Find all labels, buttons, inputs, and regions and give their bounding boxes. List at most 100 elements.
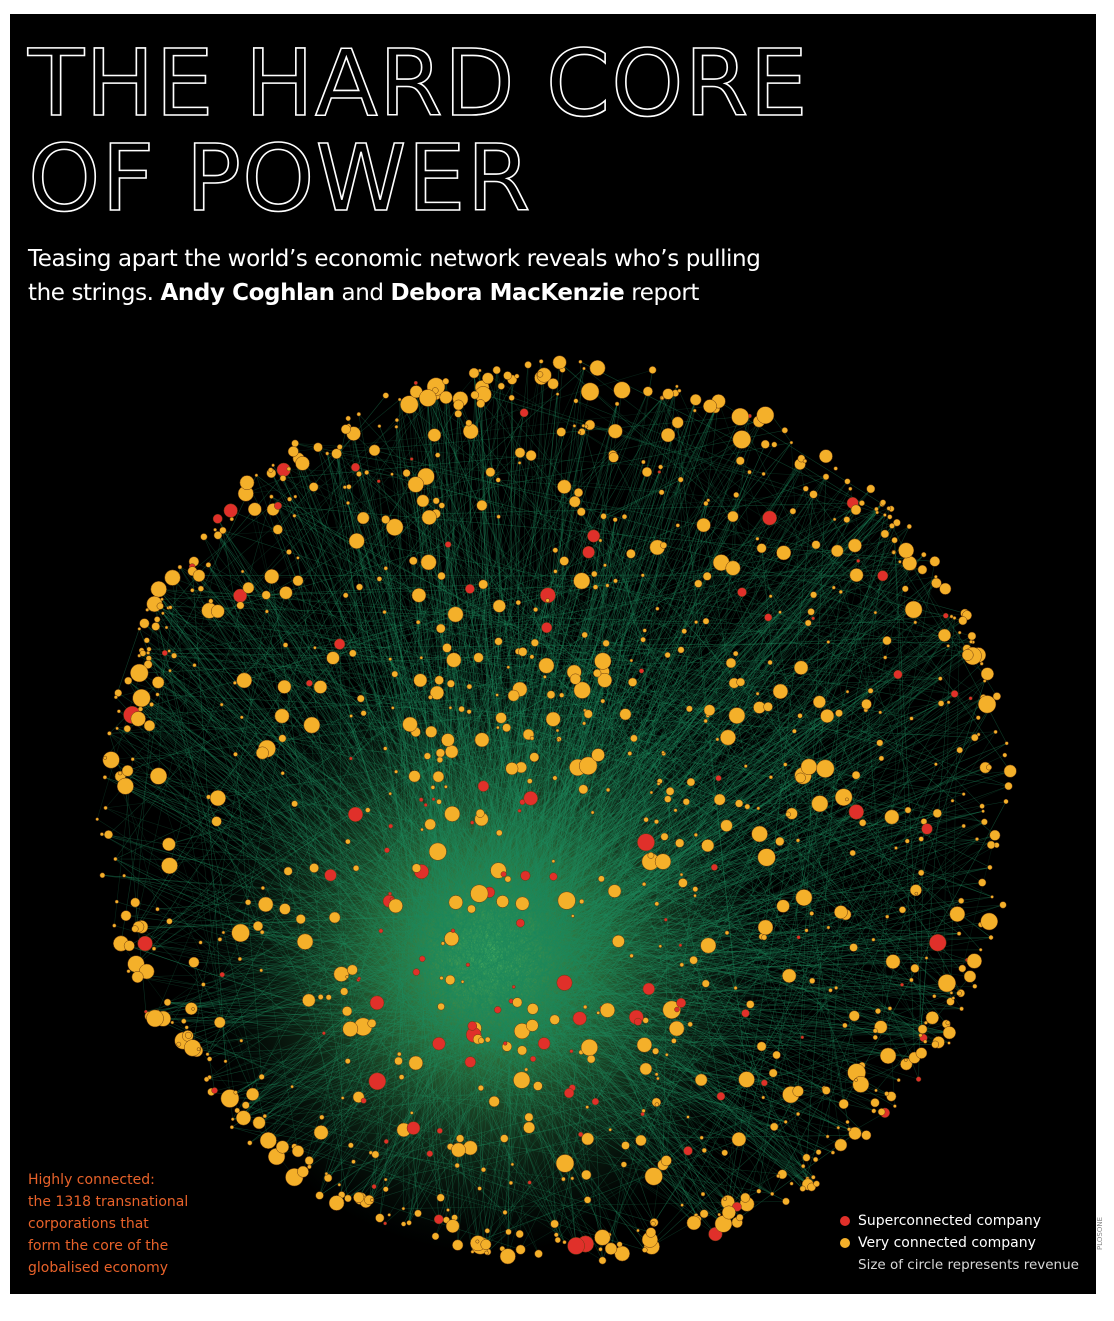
network-link <box>555 903 657 963</box>
very-connected-company-node <box>671 1038 677 1044</box>
network-link <box>235 969 448 1093</box>
superconnected-company-node <box>968 696 973 701</box>
network-link <box>172 595 420 1023</box>
network-link <box>191 770 1011 1009</box>
superconnected-company-node <box>334 638 346 650</box>
very-connected-company-node <box>116 777 134 795</box>
very-connected-company-node <box>952 616 957 620</box>
network-link <box>421 829 936 1045</box>
network-link <box>450 621 707 1147</box>
superconnected-company-node <box>762 510 777 526</box>
very-connected-company-node <box>515 1244 526 1255</box>
very-connected-company-node <box>781 427 788 434</box>
very-connected-company-node <box>772 1050 781 1060</box>
very-connected-company-node <box>123 725 131 733</box>
very-connected-company-node <box>442 643 452 653</box>
very-connected-company-node <box>591 748 605 762</box>
very-connected-company-node <box>502 723 511 733</box>
very-connected-company-node <box>484 1036 491 1043</box>
network-link <box>531 914 846 1018</box>
very-connected-company-node <box>555 728 560 733</box>
very-connected-company-node <box>675 838 685 848</box>
very-connected-company-node <box>364 1194 375 1206</box>
very-connected-company-node <box>323 1173 333 1183</box>
superconnected-company-node <box>371 1184 377 1190</box>
network-link <box>653 696 998 1223</box>
network-link <box>555 937 975 962</box>
network-link <box>450 707 554 955</box>
network-link <box>425 386 502 1005</box>
network-link <box>487 1005 553 1040</box>
network-link <box>421 479 499 658</box>
network-link <box>398 962 548 1062</box>
very-connected-company-node <box>621 514 628 520</box>
network-link <box>455 1028 787 1202</box>
network-link <box>268 425 575 1141</box>
very-connected-company-node <box>870 1098 880 1108</box>
network-link <box>219 976 414 1023</box>
very-connected-company-node <box>875 510 879 515</box>
very-connected-company-node <box>732 650 739 657</box>
network-link <box>511 691 848 891</box>
network-link <box>411 1043 639 1231</box>
very-connected-company-node <box>986 840 996 850</box>
network-link <box>235 1061 436 1093</box>
network-link <box>472 960 736 989</box>
network-link <box>464 552 589 1005</box>
network-link <box>124 787 413 919</box>
very-connected-company-node <box>775 836 785 846</box>
network-link <box>470 667 802 934</box>
network-link <box>483 678 941 990</box>
network-link <box>102 875 456 903</box>
very-connected-company-node <box>508 1180 514 1186</box>
network-link <box>208 796 438 976</box>
network-link <box>559 945 661 949</box>
very-connected-company-node <box>975 837 979 842</box>
very-connected-company-node <box>605 787 611 793</box>
network-link <box>356 540 979 656</box>
network-link <box>909 563 968 649</box>
very-connected-company-node <box>444 784 448 789</box>
superconnected-company-node <box>369 995 385 1011</box>
network-link <box>430 974 724 1225</box>
network-link <box>163 1018 450 1047</box>
network-link <box>557 730 562 885</box>
very-connected-company-node <box>796 1111 801 1117</box>
network-link <box>101 833 472 940</box>
network-link <box>558 471 750 923</box>
network-link <box>472 828 928 1034</box>
very-connected-company-node <box>402 469 411 478</box>
network-link <box>490 576 937 931</box>
network-link <box>572 563 910 1088</box>
network-link <box>408 962 459 1151</box>
network-link <box>537 930 890 1009</box>
network-link <box>531 656 537 910</box>
very-connected-company-node <box>738 1071 755 1088</box>
very-connected-company-node <box>235 1110 252 1126</box>
very-connected-company-node <box>702 571 712 581</box>
superconnected-company-node <box>388 891 392 896</box>
network-link <box>277 395 387 530</box>
network-link <box>282 455 532 479</box>
network-link <box>468 806 748 936</box>
network-link <box>167 1002 420 1014</box>
very-connected-company-node <box>727 510 739 523</box>
network-link <box>313 867 493 976</box>
very-connected-company-node <box>572 424 577 428</box>
network-link <box>138 718 764 1098</box>
network-link <box>550 694 566 1011</box>
very-connected-company-node <box>743 764 748 768</box>
network-link <box>518 974 915 1058</box>
network-link <box>487 930 807 1253</box>
very-connected-company-node <box>731 407 750 426</box>
network-link <box>651 1113 799 1247</box>
network-link <box>494 525 679 1062</box>
network-link <box>894 540 923 1037</box>
very-connected-company-node <box>751 825 768 843</box>
network-link <box>433 925 523 1051</box>
network-link <box>120 943 440 1051</box>
superconnected-company-node <box>638 668 645 674</box>
network-link <box>500 889 803 1189</box>
very-connected-company-node <box>802 458 808 464</box>
network-link <box>347 841 513 983</box>
